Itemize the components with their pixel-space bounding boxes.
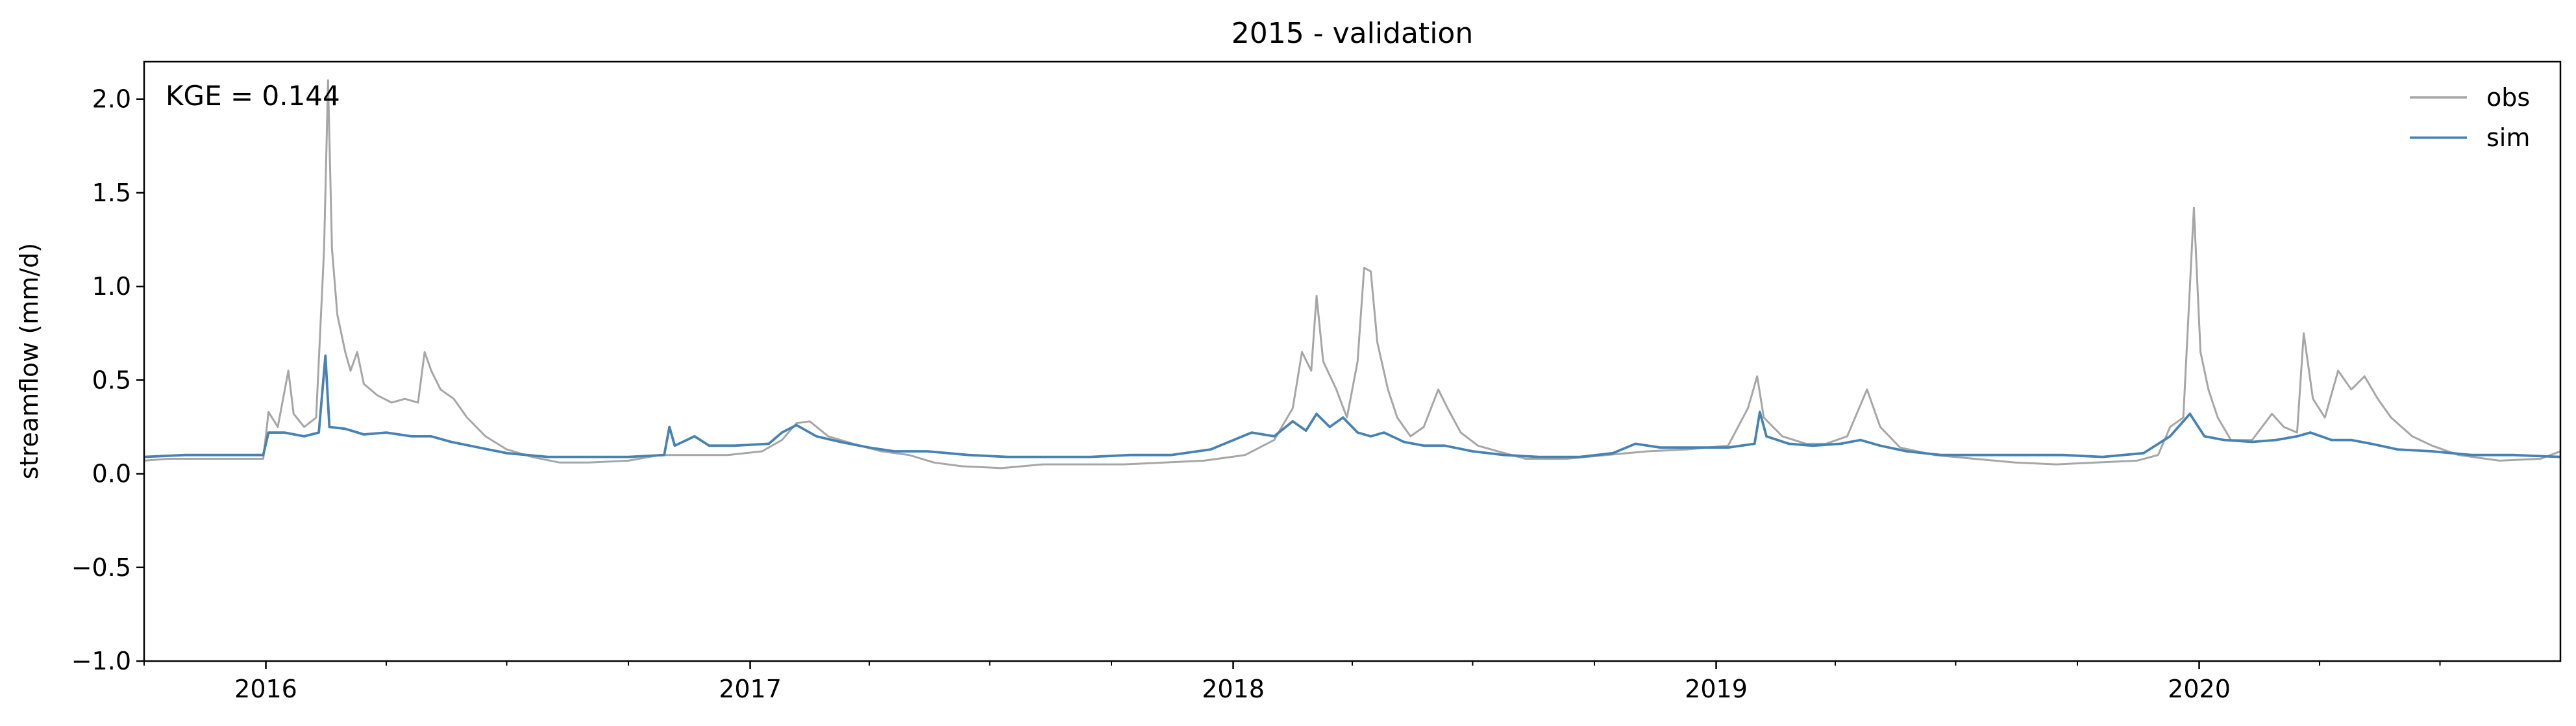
series-line-obs: [143, 79, 2561, 469]
series-layer: [143, 79, 2561, 469]
legend-label-obs: obs: [2486, 83, 2530, 112]
y-tick-label: 1.0: [92, 272, 131, 301]
x-tick-label: 2016: [234, 675, 297, 703]
x-axis: 2016 2017 2018 2019 2020: [143, 661, 2441, 703]
series-line-sim: [143, 354, 2561, 458]
y-tick-label: 2.0: [92, 85, 131, 114]
legend: obs sim: [2410, 83, 2530, 152]
y-tick-label: 0.0: [92, 460, 131, 488]
y-tick-label: 0.5: [92, 366, 131, 394]
x-tick-label: 2018: [1202, 675, 1265, 703]
plot-frame: [143, 60, 2562, 662]
legend-label-sim: sim: [2486, 123, 2530, 152]
y-tick-label: −0.5: [71, 553, 131, 582]
chart-title: 2015 - validation: [1232, 17, 1473, 50]
y-axis: −1.0 −0.5 0.0 0.5 1.0 1.5 2.0: [71, 85, 144, 675]
y-tick-label: 1.5: [92, 179, 131, 207]
x-tick-label: 2020: [2168, 675, 2231, 703]
x-tick-label: 2019: [1685, 675, 1748, 703]
y-tick-label: −1.0: [71, 647, 131, 675]
y-axis-label: streamflow (mm/d): [15, 243, 43, 479]
kge-annotation: KGE = 0.144: [166, 80, 340, 112]
x-tick-label: 2017: [719, 675, 782, 703]
